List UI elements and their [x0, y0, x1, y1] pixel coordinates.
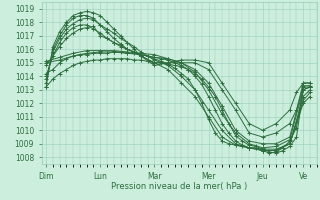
X-axis label: Pression niveau de la mer( hPa ): Pression niveau de la mer( hPa )	[111, 182, 247, 191]
